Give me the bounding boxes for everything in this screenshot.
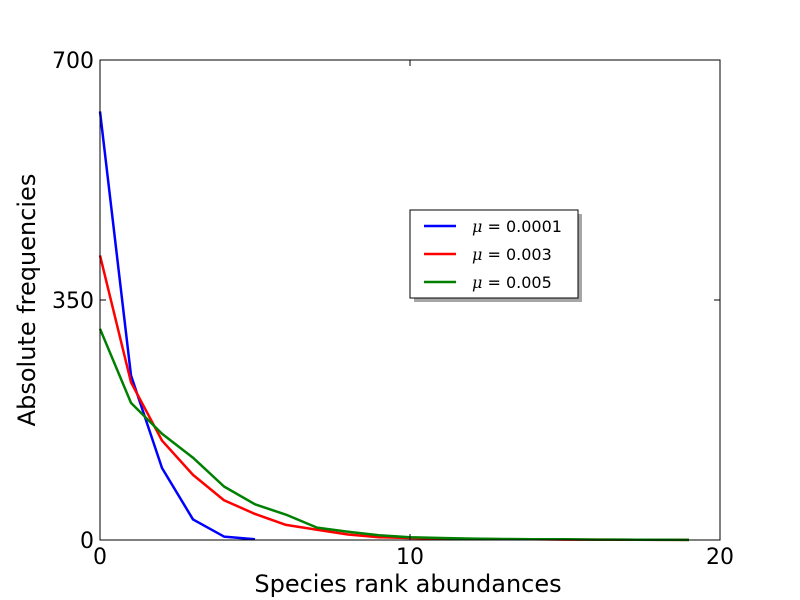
y-axis-label: Absolute frequencies [13,174,41,427]
x-tick-label: 20 [706,545,734,570]
legend-symbol: μ [472,273,482,292]
legend-symbol: μ [472,217,482,236]
x-tick-label: 0 [93,545,107,570]
legend-value: = 0.005 [482,273,551,292]
x-axis-label: Species rank abundances [254,570,561,598]
tick-layer: 0 10 20 0 350 700 [52,49,734,570]
legend-value: = 0.0001 [482,217,562,236]
x-tick-label: 10 [396,545,424,570]
legend-label-2: μ = 0.003 [472,245,552,264]
series-line-3 [98,328,690,542]
legend-label-3: μ = 0.005 [472,273,552,292]
plot-frame [99,59,721,541]
series-line-1 [98,111,256,541]
series-line-2 [98,255,690,542]
y-tick-label: 350 [52,289,94,314]
series-layer [98,111,690,542]
legend-value: = 0.003 [482,245,551,264]
y-tick-label: 0 [80,529,94,554]
legend-symbol: μ [472,245,482,264]
y-tick-label: 700 [52,49,94,74]
legend-label-1: μ = 0.0001 [472,217,562,236]
